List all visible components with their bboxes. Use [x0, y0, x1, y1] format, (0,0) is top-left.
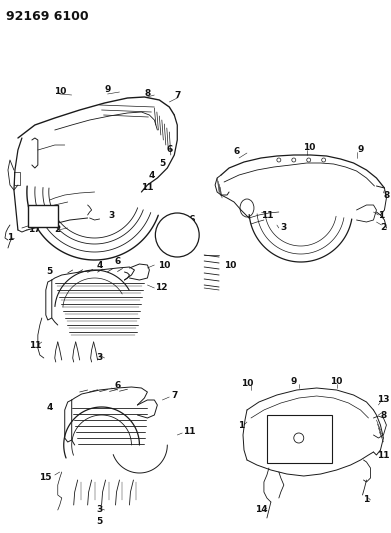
Text: 17: 17 — [28, 225, 41, 235]
Text: 11: 11 — [183, 427, 196, 437]
Text: 10: 10 — [303, 143, 315, 152]
Text: 15: 15 — [39, 473, 51, 482]
Text: 11: 11 — [261, 211, 273, 220]
Text: 3: 3 — [97, 353, 103, 362]
Text: 9: 9 — [291, 377, 297, 386]
Circle shape — [322, 158, 326, 162]
Bar — [28, 205, 58, 227]
Text: 3: 3 — [281, 223, 287, 232]
Text: 10: 10 — [224, 261, 237, 270]
Text: 2: 2 — [380, 223, 387, 232]
Circle shape — [277, 158, 281, 162]
Text: 1: 1 — [378, 211, 385, 220]
Text: 7: 7 — [171, 391, 178, 400]
Text: 4: 4 — [47, 403, 53, 413]
Text: 10: 10 — [158, 261, 170, 270]
Text: 5: 5 — [97, 518, 103, 527]
Text: 11: 11 — [29, 341, 41, 350]
Text: 12: 12 — [155, 284, 168, 293]
Text: 10: 10 — [54, 87, 66, 96]
Bar — [267, 415, 332, 463]
Text: 6: 6 — [234, 148, 240, 157]
Text: 1: 1 — [363, 496, 369, 505]
Text: 4: 4 — [97, 261, 103, 270]
Text: 6: 6 — [166, 146, 172, 155]
Text: 9: 9 — [357, 146, 364, 155]
Circle shape — [155, 213, 199, 257]
Text: 13: 13 — [377, 395, 390, 405]
Text: 9: 9 — [104, 85, 111, 94]
Text: 11: 11 — [377, 450, 390, 459]
Text: 5: 5 — [47, 268, 53, 277]
Circle shape — [307, 158, 311, 162]
Text: 10: 10 — [330, 377, 343, 386]
Text: 3: 3 — [97, 505, 103, 514]
Text: 6: 6 — [115, 382, 121, 391]
Text: 92169 6100: 92169 6100 — [6, 10, 89, 23]
Text: 8: 8 — [144, 88, 151, 98]
Text: 8: 8 — [383, 190, 389, 199]
Text: 5: 5 — [159, 158, 165, 167]
Text: 11: 11 — [141, 183, 154, 192]
Text: 3: 3 — [108, 211, 115, 220]
Text: 4: 4 — [148, 171, 154, 180]
Text: 14: 14 — [255, 505, 267, 514]
Circle shape — [292, 158, 296, 162]
Circle shape — [294, 433, 304, 443]
Text: 6: 6 — [115, 257, 121, 266]
Text: 1: 1 — [7, 233, 13, 243]
Text: 10: 10 — [241, 378, 253, 387]
Ellipse shape — [240, 199, 254, 217]
Text: 2: 2 — [55, 225, 61, 235]
Text: 16: 16 — [183, 215, 196, 224]
Text: 7: 7 — [174, 91, 181, 100]
Text: 8: 8 — [380, 410, 387, 419]
Text: 1: 1 — [238, 421, 244, 430]
